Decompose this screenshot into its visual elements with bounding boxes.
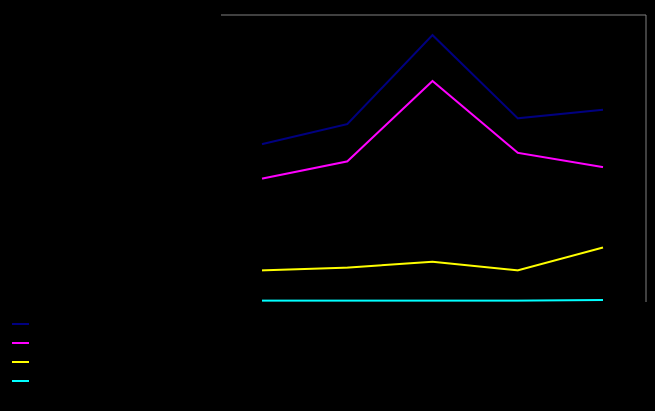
series-1-line — [261, 33, 604, 146]
series-1 — [261, 33, 604, 146]
series-3 — [261, 246, 604, 272]
series-2 — [261, 79, 604, 180]
series-4 — [262, 299, 604, 302]
legend — [12, 323, 29, 382]
series-2-line — [261, 79, 604, 180]
series-layer — [261, 33, 604, 302]
series-3-line — [261, 246, 604, 272]
series-4-line — [262, 299, 604, 302]
plot-frame — [221, 14, 647, 302]
